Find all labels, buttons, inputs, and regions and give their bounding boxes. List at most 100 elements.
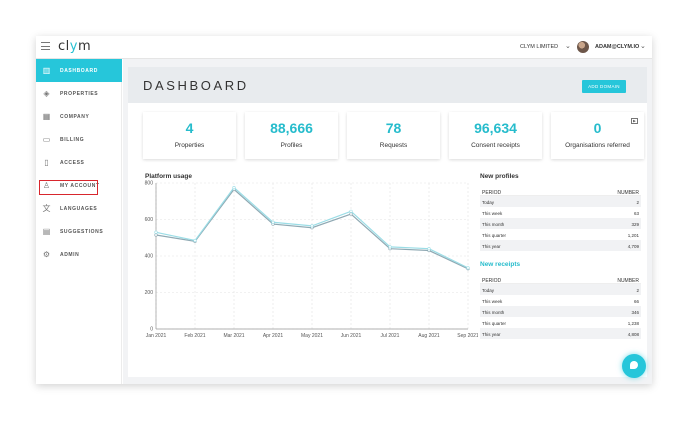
row-period: This year: [482, 243, 501, 249]
row-number: 1,238: [627, 320, 639, 326]
data-point: [193, 238, 197, 243]
row-number: 346: [631, 309, 639, 315]
stat-card-consent-receipts[interactable]: 96,634 Consent receipts: [449, 112, 542, 159]
sidebar-item-label: SUGGESTIONS: [60, 229, 104, 235]
row-number: 2: [636, 287, 639, 293]
stat-value: 78: [385, 120, 402, 136]
sidebar-item-billing[interactable]: ▭ BILLING: [36, 128, 122, 151]
table-header: PERIOD NUMBER: [480, 186, 641, 196]
row-number: 1,201: [627, 232, 639, 238]
chat-widget-button[interactable]: [622, 354, 646, 378]
data-point: [232, 185, 236, 190]
x-tick-label: Mar 2021: [223, 333, 244, 339]
column-header-number: NUMBER: [617, 277, 639, 284]
sidebar-item-company[interactable]: ▦ COMPANY: [36, 105, 122, 128]
table-row: This year 4,709: [480, 240, 641, 251]
dashboard-panel: DASHBOARD ADD DOMAIN 4 Properties 88,666…: [128, 67, 647, 377]
sidebar-item-properties[interactable]: ◈ PROPERTIES: [36, 82, 122, 105]
stat-value: 88,666: [270, 120, 313, 136]
column-header-period: PERIOD: [482, 189, 502, 196]
page-title: DASHBOARD: [143, 78, 249, 93]
stat-card-requests[interactable]: 78 Requests: [347, 112, 440, 159]
row-period: This month: [482, 221, 505, 227]
table-row: This month 346: [480, 306, 641, 317]
main-content: DASHBOARD ADD DOMAIN 4 Properties 88,666…: [123, 59, 652, 384]
organization-selector[interactable]: CLYM LIMITED: [520, 44, 559, 50]
y-tick-label: 600: [145, 217, 154, 223]
translate-icon: 文: [42, 204, 51, 213]
sidebar-item-dashboard[interactable]: ▥ DASHBOARD: [36, 59, 122, 82]
logo-accent: y: [69, 39, 78, 54]
column-header-number: NUMBER: [617, 189, 639, 196]
chart-icon: ▥: [42, 66, 51, 75]
sidebar-item-label: DASHBOARD: [60, 68, 98, 74]
chevron-down-icon[interactable]: ⌄: [640, 43, 646, 50]
data-point: [388, 245, 392, 249]
row-period: This quarter: [482, 320, 507, 326]
x-tick-label: Feb 2021: [184, 333, 205, 339]
row-number: 329: [631, 221, 639, 227]
video-icon[interactable]: ▶: [631, 118, 638, 124]
chevron-down-icon[interactable]: ⌄: [565, 43, 571, 50]
row-number: 63: [633, 210, 639, 216]
logo-text-end: m: [77, 39, 92, 54]
sidebar-item-my-account[interactable]: ♙ MY ACCOUNT: [36, 174, 122, 197]
stat-card-properties[interactable]: 4 Properties: [143, 112, 236, 159]
sidebar-item-label: MY ACCOUNT: [60, 183, 100, 189]
stat-label: Organisations referred: [565, 142, 630, 149]
table-row: This week 66: [480, 295, 641, 306]
table-row: This quarter 1,238: [480, 317, 641, 328]
row-period: Today: [482, 287, 495, 293]
stat-card-profiles[interactable]: 88,666 Profiles: [245, 112, 338, 159]
page-header: DASHBOARD ADD DOMAIN: [128, 67, 647, 103]
key-icon: ▯: [44, 158, 49, 167]
row-period: Today: [482, 199, 495, 205]
menu-icon[interactable]: [41, 42, 50, 51]
table-row: This week 63: [480, 207, 641, 218]
row-period: This month: [482, 309, 505, 315]
data-point: [154, 233, 158, 237]
stat-label: Consent receipts: [471, 142, 520, 149]
sidebar-item-label: ACCESS: [60, 160, 85, 166]
table-row: This quarter 1,201: [480, 229, 641, 240]
table-row: Today 2: [480, 196, 641, 207]
new-profiles-table: PERIOD NUMBER Today 2 This week 63 This mo…: [480, 186, 641, 251]
highlight-annotation: [39, 180, 98, 195]
row-period: This quarter: [482, 232, 507, 238]
sidebar: ▥ DASHBOARD ◈ PROPERTIES ▦ COMPANY ▭ BIL…: [36, 59, 122, 384]
data-point: [349, 212, 353, 216]
x-tick-label: Jun 2021: [341, 333, 362, 339]
sidebar-item-admin[interactable]: ⚙ ADMIN: [36, 243, 122, 266]
new-receipts-title[interactable]: New receipts: [480, 261, 521, 268]
avatar[interactable]: [577, 41, 589, 53]
row-period: This week: [482, 210, 503, 216]
book-icon: ▤: [42, 227, 51, 236]
data-point: [427, 247, 431, 251]
stat-label: Profiles: [280, 142, 303, 149]
x-tick-label: Jan 2021: [146, 333, 167, 339]
data-point: [349, 209, 353, 213]
sidebar-item-label: COMPANY: [60, 114, 90, 120]
app-window: clym CLYM LIMITED ⌄ ADAM@CLYM.IO ⌄ ▥ DAS…: [36, 36, 652, 384]
stat-label: Properties: [174, 142, 205, 149]
y-tick-label: 400: [145, 254, 154, 260]
x-tick-label: Jul 2021: [381, 333, 400, 339]
sidebar-item-suggestions[interactable]: ▤ SUGGESTIONS: [36, 220, 122, 243]
sidebar-item-label: PROPERTIES: [60, 91, 99, 97]
user-icon: ♙: [42, 181, 51, 190]
data-point: [466, 266, 470, 270]
stat-value: 0: [593, 120, 602, 136]
sidebar-item-label: LANGUAGES: [60, 206, 98, 212]
sidebar-item-access[interactable]: ▯ ACCESS: [36, 151, 122, 174]
stat-value: 96,634: [474, 120, 517, 136]
stat-card-organisations-referred[interactable]: ▶ 0 Organisations referred: [551, 112, 644, 159]
logo-text: cl: [58, 39, 70, 54]
sidebar-item-languages[interactable]: 文 LANGUAGES: [36, 197, 122, 220]
table-row: This month 329: [480, 218, 641, 229]
user-menu[interactable]: ADAM@CLYM.IO: [595, 44, 640, 50]
x-tick-label: May 2021: [301, 333, 323, 339]
clym-logo[interactable]: clym: [58, 39, 91, 54]
table-header: PERIOD NUMBER: [480, 274, 641, 284]
add-domain-button[interactable]: ADD DOMAIN: [582, 80, 626, 93]
x-tick-label: Aug 2021: [418, 333, 440, 339]
